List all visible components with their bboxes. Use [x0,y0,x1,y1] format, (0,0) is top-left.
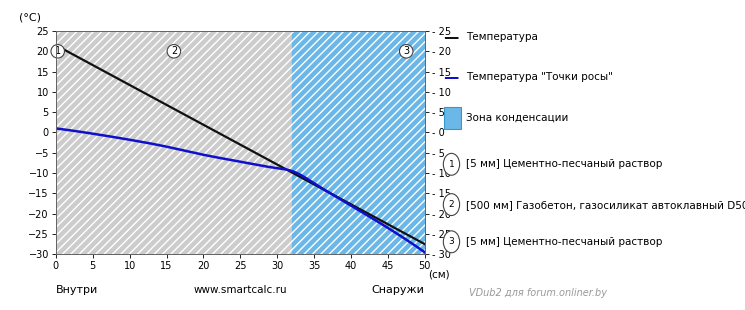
Text: Зона конденсации: Зона конденсации [466,113,568,123]
Bar [56,31,292,254]
Text: 2: 2 [171,46,177,56]
Text: 1: 1 [54,46,61,56]
Bar [292,31,425,254]
Text: [500 мм] Газобетон, газосиликат автоклавный D500: [500 мм] Газобетон, газосиликат автоклав… [466,200,745,210]
Text: www.smartcalc.ru: www.smartcalc.ru [194,286,287,295]
Text: Внутри: Внутри [56,286,98,295]
Text: Температура "Точки росы": Температура "Точки росы" [466,73,612,82]
Text: —: — [443,70,459,85]
Text: 3: 3 [448,237,454,246]
Text: 2: 2 [448,200,454,209]
Text: 3: 3 [403,46,409,56]
Text: —: — [443,30,459,45]
Circle shape [443,231,460,253]
Text: [5 мм] Цементно-песчаный раствор: [5 мм] Цементно-песчаный раствор [466,237,662,247]
Text: VDub2 для forum.onliner.by: VDub2 для forum.onliner.by [469,288,607,298]
Text: (см): (см) [428,270,450,280]
Bar [56,31,292,254]
Text: Температура: Температура [466,32,537,42]
Bar [444,107,461,129]
Circle shape [443,153,460,175]
Bar [292,31,425,254]
Text: [5 мм] Цементно-песчаный раствор: [5 мм] Цементно-песчаный раствор [466,159,662,169]
Text: Снаружи: Снаружи [372,286,425,295]
Text: (°C): (°C) [19,12,41,22]
Text: 1: 1 [448,160,454,169]
Circle shape [443,194,460,215]
